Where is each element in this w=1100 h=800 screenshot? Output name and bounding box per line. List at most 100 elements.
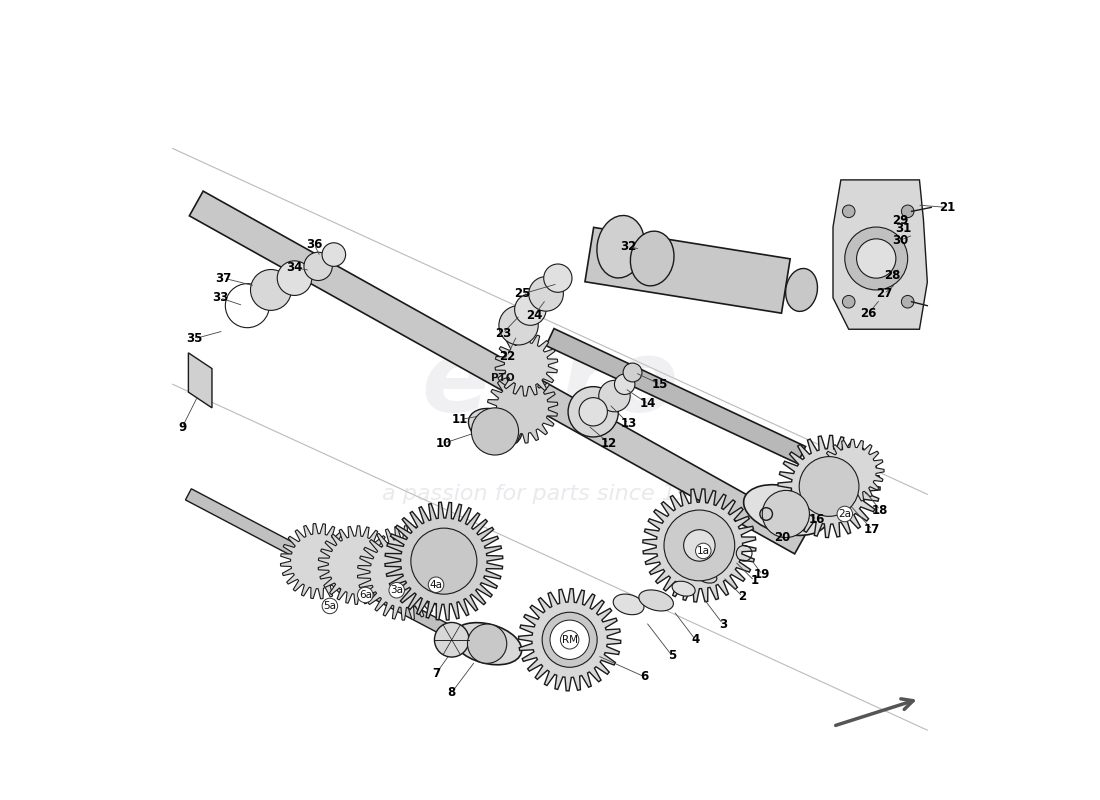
Circle shape [845, 227, 908, 290]
Text: 12: 12 [601, 437, 617, 450]
Text: 8: 8 [448, 686, 455, 699]
Ellipse shape [697, 570, 717, 583]
Text: 11: 11 [451, 413, 468, 426]
Text: 7: 7 [432, 667, 440, 680]
Ellipse shape [597, 215, 645, 278]
Text: 26: 26 [860, 307, 877, 320]
Text: 17: 17 [865, 523, 880, 536]
Circle shape [468, 624, 507, 663]
Ellipse shape [785, 269, 817, 311]
Text: 19: 19 [755, 568, 770, 581]
Ellipse shape [469, 409, 521, 446]
Circle shape [434, 622, 469, 657]
Polygon shape [822, 439, 884, 502]
Text: a passion for parts since 1985: a passion for parts since 1985 [382, 484, 718, 504]
Text: 2a: 2a [838, 509, 851, 519]
Text: 27: 27 [876, 287, 892, 300]
Circle shape [529, 277, 563, 311]
Ellipse shape [639, 590, 673, 611]
Circle shape [322, 242, 345, 266]
Circle shape [411, 528, 477, 594]
Text: 18: 18 [872, 503, 889, 517]
Text: 6a: 6a [359, 590, 372, 600]
Text: 35: 35 [187, 332, 202, 345]
Circle shape [615, 374, 635, 394]
Circle shape [515, 294, 546, 326]
Ellipse shape [613, 594, 644, 614]
Text: 15: 15 [652, 378, 668, 390]
Polygon shape [385, 502, 503, 620]
Polygon shape [186, 489, 490, 657]
Text: 4: 4 [691, 634, 700, 646]
Text: 23: 23 [495, 326, 512, 340]
Polygon shape [358, 526, 452, 620]
Text: 9: 9 [178, 421, 186, 434]
Circle shape [568, 386, 618, 437]
Text: 13: 13 [620, 417, 637, 430]
Text: 21: 21 [939, 201, 955, 214]
Polygon shape [518, 589, 620, 691]
Text: 30: 30 [892, 234, 907, 247]
Ellipse shape [672, 581, 695, 596]
Circle shape [550, 620, 590, 659]
Text: 6: 6 [640, 670, 649, 683]
Polygon shape [585, 227, 790, 313]
Text: 33: 33 [211, 291, 228, 304]
Circle shape [542, 612, 597, 667]
Text: 29: 29 [892, 214, 907, 227]
Circle shape [683, 530, 715, 561]
Text: 4a: 4a [429, 580, 442, 590]
Circle shape [901, 295, 914, 308]
Polygon shape [833, 180, 927, 330]
Text: 24: 24 [526, 309, 542, 322]
Circle shape [499, 306, 538, 345]
Text: RM: RM [562, 634, 578, 645]
Ellipse shape [452, 622, 521, 665]
Text: 37: 37 [216, 272, 232, 285]
Circle shape [901, 205, 914, 218]
Circle shape [277, 261, 311, 295]
Ellipse shape [630, 231, 674, 286]
Polygon shape [189, 191, 808, 554]
Circle shape [857, 239, 895, 278]
Text: 22: 22 [498, 350, 515, 363]
Text: 36: 36 [306, 238, 322, 251]
Circle shape [598, 380, 630, 412]
Text: 16: 16 [810, 513, 825, 526]
Text: 5a: 5a [323, 601, 337, 611]
Circle shape [762, 490, 810, 538]
Circle shape [472, 408, 518, 455]
Text: 1: 1 [750, 574, 759, 587]
Text: PTO: PTO [491, 373, 515, 383]
Text: 3a: 3a [390, 586, 404, 595]
Circle shape [843, 295, 855, 308]
Circle shape [800, 457, 859, 516]
Polygon shape [188, 353, 212, 408]
Text: 3: 3 [719, 618, 727, 630]
Text: 31: 31 [895, 222, 912, 235]
Circle shape [623, 363, 642, 382]
Text: 25: 25 [515, 287, 530, 300]
Circle shape [543, 264, 572, 292]
Circle shape [843, 205, 855, 218]
Circle shape [304, 252, 332, 281]
Text: 14: 14 [640, 398, 657, 410]
Polygon shape [642, 489, 756, 602]
Text: 20: 20 [773, 531, 790, 544]
Circle shape [664, 510, 735, 581]
Circle shape [251, 270, 292, 310]
Circle shape [579, 398, 607, 426]
Polygon shape [280, 523, 355, 599]
Polygon shape [778, 435, 880, 538]
Text: 10: 10 [436, 437, 452, 450]
Polygon shape [487, 373, 558, 443]
Text: 34: 34 [286, 262, 302, 274]
Polygon shape [546, 329, 805, 463]
Text: 28: 28 [883, 270, 900, 282]
Text: euro: euro [421, 336, 679, 433]
Text: 2: 2 [738, 590, 747, 603]
Text: 32: 32 [620, 240, 637, 254]
Ellipse shape [744, 485, 828, 535]
Text: 1a: 1a [696, 546, 710, 556]
Polygon shape [318, 526, 397, 604]
